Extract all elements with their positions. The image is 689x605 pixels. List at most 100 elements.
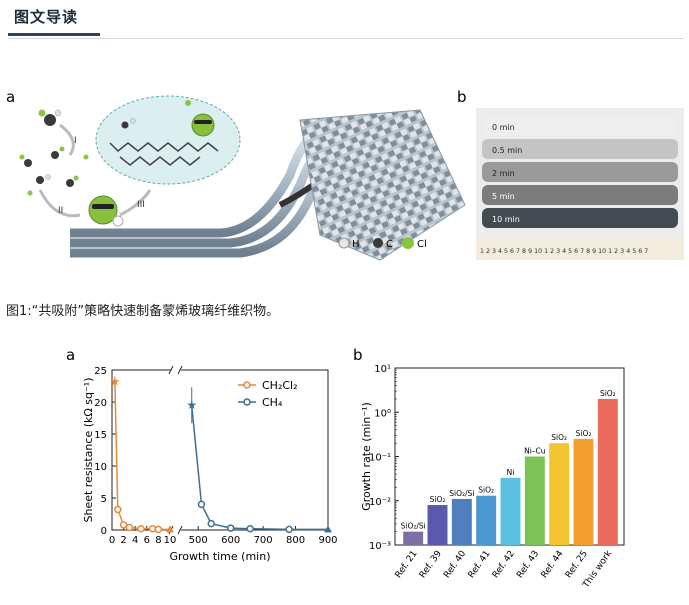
triangle-point xyxy=(324,525,332,533)
ruler-numbers: 1 2 3 4 5 6 7 8 9 10 1 2 3 4 5 6 7 8 9 1… xyxy=(480,248,648,255)
fabric-roll xyxy=(482,162,678,182)
legend-h-marker xyxy=(338,237,350,249)
x-tick-label: 4 xyxy=(132,535,138,546)
data-point xyxy=(197,500,206,509)
growth-rate-chart: 10⁻³ 10⁻² 10⁻¹ 10⁰ 10¹ Growth rate (min⁻¹) SiO… xyxy=(360,364,625,591)
triangle-point xyxy=(166,525,174,533)
fabric-roll xyxy=(482,139,678,159)
data-point xyxy=(285,525,293,534)
precursor-molecules xyxy=(19,109,89,196)
y-tick-label: 5 xyxy=(101,494,107,505)
data-point xyxy=(137,524,145,533)
data-point xyxy=(125,523,134,532)
data-point xyxy=(246,524,254,533)
fig1-panel-a-label: a xyxy=(6,88,15,106)
bar-label: Ni–Cu xyxy=(524,447,546,456)
legend-cl-marker xyxy=(402,237,414,249)
data-point xyxy=(154,525,163,534)
legend-marker xyxy=(243,381,251,389)
legend-cl-label: Cl xyxy=(417,239,427,250)
star-point: ★ xyxy=(186,398,197,412)
x-tick-label: 500 xyxy=(189,535,208,546)
bar-label: SiO₂ xyxy=(430,495,446,504)
y-axis-label: Sheet resistance (kΩ sq⁻¹) xyxy=(82,378,95,523)
bar xyxy=(451,498,472,545)
x-tick-label: Ref. 44 xyxy=(540,549,566,580)
x-tick-label: 8 xyxy=(155,535,161,546)
chlorine-mascot-icon xyxy=(88,195,124,227)
fabric-roll xyxy=(482,185,678,205)
data-point xyxy=(207,519,215,528)
plot-frame xyxy=(111,369,329,531)
legend-label: CH₄ xyxy=(262,396,283,409)
y-axis-label: Growth rate (min⁻¹) xyxy=(360,402,373,511)
bar xyxy=(573,438,594,545)
fabric-roll-label: 5 min xyxy=(492,192,515,201)
x-tick-label: 6 xyxy=(144,535,150,546)
bar xyxy=(524,456,545,545)
bar xyxy=(549,443,570,545)
series-line xyxy=(190,405,328,531)
x-tick-label: 700 xyxy=(254,535,273,546)
break-mark xyxy=(168,365,174,375)
woven-fabric xyxy=(299,109,466,261)
data-point xyxy=(148,524,157,533)
fabric-roll-label: 0 min xyxy=(492,123,515,132)
legend-c-marker xyxy=(373,238,383,248)
axis-break-bottom xyxy=(171,526,181,534)
fig2-panel-b-label: b xyxy=(353,346,363,364)
x-tick-label: 600 xyxy=(221,535,240,546)
zoom-bubble xyxy=(95,95,241,185)
bar-label: SiO₂ xyxy=(478,486,494,495)
y-tick-label: 25 xyxy=(94,366,107,377)
x-tick-label: Ref. 39 xyxy=(418,549,444,580)
x-tick-label: 0 xyxy=(109,535,115,546)
bar xyxy=(500,477,521,545)
bar xyxy=(403,531,424,545)
bar-label: SiO₂/Si xyxy=(401,522,426,531)
break-mark xyxy=(177,525,183,535)
bar-label: SiO₂ xyxy=(600,389,616,398)
y-tick-label: 10⁻³ xyxy=(369,541,391,552)
bar-label: SiO₂ xyxy=(551,433,567,442)
x-tick-label: Ref. 21 xyxy=(394,549,420,580)
fig1-panel-b-label: b xyxy=(457,88,467,106)
step-arrow-2 xyxy=(38,189,81,218)
x-tick-label: 900 xyxy=(318,535,337,546)
y-tick-label: 10¹ xyxy=(374,364,391,375)
figure-1-schematic: a I II III xyxy=(6,88,467,261)
title-underline xyxy=(8,33,100,36)
fabric-photo-drawing: 0 min 0.5 min 2 min 5 min 10 min 1 2 3 4 5 6… xyxy=(476,108,684,260)
y-tick-label: 0 xyxy=(101,526,107,537)
legend-label: CH₂Cl₂ xyxy=(262,379,298,392)
step-label-2: II xyxy=(58,206,63,216)
x-tick-label: Ref. 25 xyxy=(564,549,590,580)
figure-1: a I II III xyxy=(0,85,689,275)
star-point: ★ xyxy=(110,375,121,389)
x-axis-label: Growth time (min) xyxy=(170,550,271,563)
y-tick-label: 15 xyxy=(94,430,107,441)
y-tick-label: 10⁰ xyxy=(374,408,391,419)
figure-1-caption: 图1:“共吸附”策略快速制备蒙烯玻璃纤维织物。 xyxy=(6,304,280,319)
legend-marker xyxy=(243,398,251,406)
fabric-roll-label: 2 min xyxy=(492,169,515,178)
fabric-roll-label: 0.5 min xyxy=(492,146,522,155)
x-tick-label: 2 xyxy=(120,535,126,546)
x-tick-label: Ref. 40 xyxy=(442,549,468,580)
atom-legend: H C Cl xyxy=(338,237,427,250)
fabric-roll-label: 10 min xyxy=(492,215,520,224)
y-tick-label: 10 xyxy=(94,462,107,473)
step-label-3: III xyxy=(137,200,145,210)
section-header: 图文导读 xyxy=(0,0,689,44)
bar xyxy=(597,398,618,545)
axis-break-top xyxy=(171,366,181,374)
data-point xyxy=(226,524,235,532)
series-line xyxy=(114,381,170,531)
step-arrow-1 xyxy=(59,123,75,156)
x-tick-label: Ref. 41 xyxy=(467,549,493,580)
legend-c-label: C xyxy=(386,239,393,250)
data-point xyxy=(119,521,128,529)
section-title: 图文导读 xyxy=(14,8,79,26)
